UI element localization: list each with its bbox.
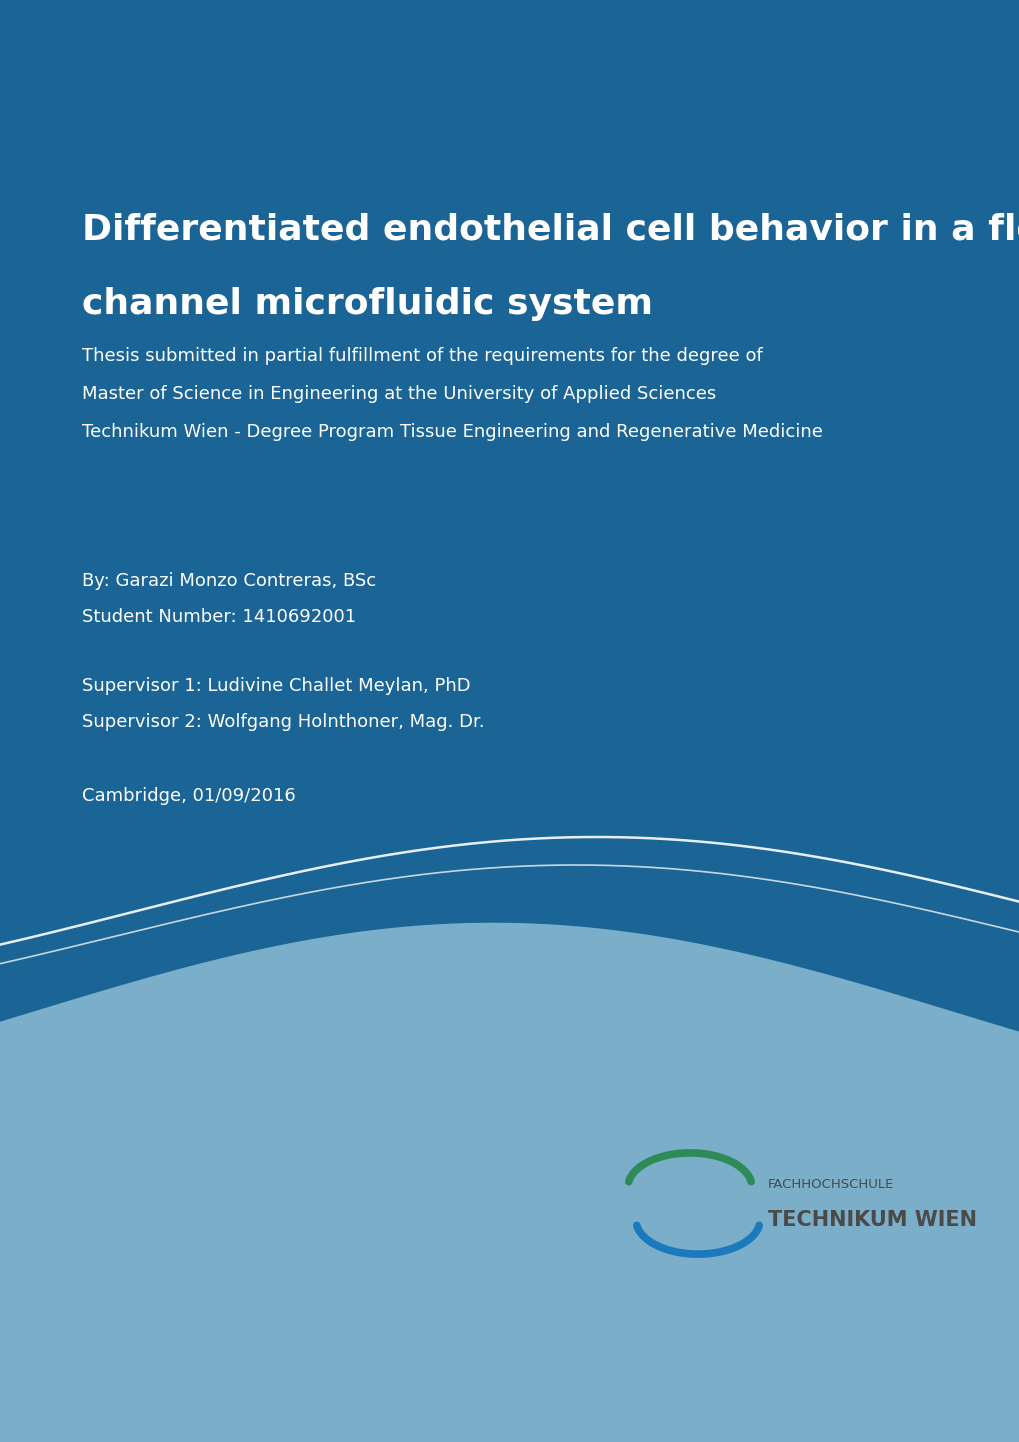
Text: Cambridge, 01/09/2016: Cambridge, 01/09/2016 <box>82 787 296 805</box>
Text: Differentiated endothelial cell behavior in a flow: Differentiated endothelial cell behavior… <box>82 212 1019 247</box>
Text: Supervisor 1: Ludivine Challet Meylan, PhD: Supervisor 1: Ludivine Challet Meylan, P… <box>82 676 470 695</box>
Text: Technikum Wien - Degree Program Tissue Engineering and Regenerative Medicine: Technikum Wien - Degree Program Tissue E… <box>82 423 822 441</box>
Text: TECHNIKUM WIEN: TECHNIKUM WIEN <box>767 1210 976 1230</box>
Bar <box>0 0 1019 921</box>
Text: Supervisor 2: Wolfgang Holnthoner, Mag. Dr.: Supervisor 2: Wolfgang Holnthoner, Mag. … <box>82 712 484 731</box>
Text: Student Number: 1410692001: Student Number: 1410692001 <box>82 609 356 626</box>
Text: Thesis submitted in partial fulfillment of the requirements for the degree of: Thesis submitted in partial fulfillment … <box>82 348 762 365</box>
Bar <box>0 921 1019 1442</box>
Text: By: Garazi Monzo Contreras, BSc: By: Garazi Monzo Contreras, BSc <box>82 572 376 590</box>
Text: Master of Science in Engineering at the University of Applied Sciences: Master of Science in Engineering at the … <box>82 385 715 402</box>
Text: channel microfluidic system: channel microfluidic system <box>82 287 652 322</box>
Text: FACHHOCHSCHULE: FACHHOCHSCHULE <box>767 1178 894 1191</box>
